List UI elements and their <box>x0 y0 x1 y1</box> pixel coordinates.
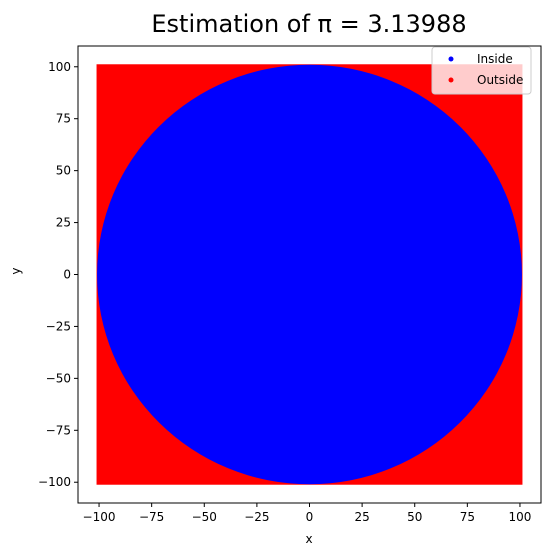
x-tick-label: −50 <box>192 510 217 524</box>
x-tick-label: −75 <box>139 510 164 524</box>
x-tick-label: −100 <box>83 510 116 524</box>
x-tick-label: 50 <box>407 510 422 524</box>
y-axis-label: y <box>9 267 23 274</box>
legend-marker-outside <box>448 77 454 83</box>
y-axis: −100 −75 −50 −25 0 25 50 75 100 <box>38 60 78 489</box>
y-tick-label: 100 <box>48 60 71 74</box>
x-axis-label: x <box>305 532 312 546</box>
legend-entry-inside: Inside <box>477 52 513 66</box>
legend-box <box>431 46 532 95</box>
inside-points <box>97 64 522 485</box>
y-tick-label: −100 <box>38 475 71 489</box>
legend: Inside Outside <box>431 46 532 95</box>
y-tick-label: 75 <box>56 112 71 126</box>
x-tick-label: 100 <box>509 510 532 524</box>
x-tick-label: 75 <box>460 510 475 524</box>
x-tick-label: −25 <box>244 510 269 524</box>
legend-entry-outside: Outside <box>477 73 523 87</box>
chart-title: Estimation of π = 3.13988 <box>151 10 466 38</box>
y-tick-label: 50 <box>56 164 71 178</box>
x-axis: −100 −75 −50 −25 0 25 50 75 100 <box>83 503 532 524</box>
y-tick-label: −25 <box>46 319 71 333</box>
y-tick-label: 0 <box>63 268 71 282</box>
y-tick-label: −75 <box>46 423 71 437</box>
y-tick-label: 25 <box>56 216 71 230</box>
y-tick-label: −50 <box>46 371 71 385</box>
plot-area <box>96 64 523 485</box>
x-tick-label: 25 <box>354 510 369 524</box>
legend-marker-inside <box>448 56 454 62</box>
x-tick-label: 0 <box>306 510 314 524</box>
